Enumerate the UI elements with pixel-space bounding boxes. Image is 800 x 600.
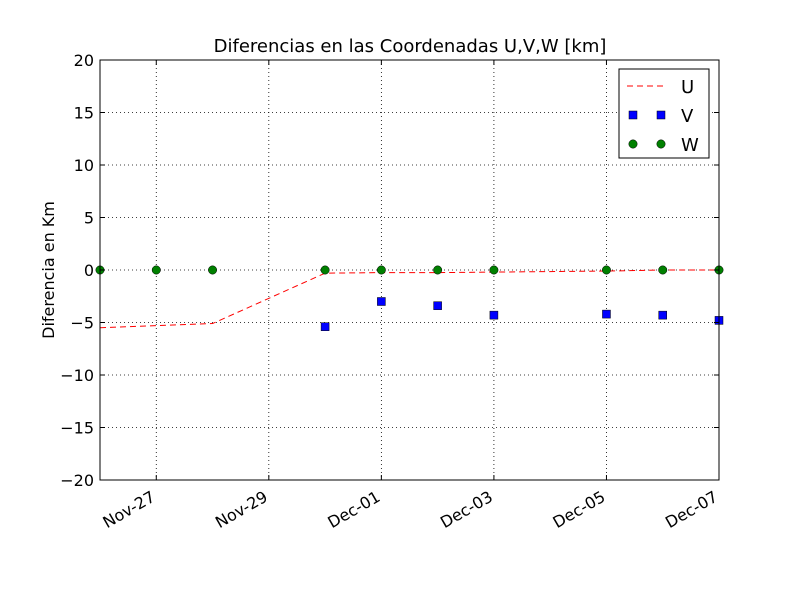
y-tick-label: 5 <box>84 209 94 228</box>
data-point <box>489 310 499 320</box>
legend-entry-v: V <box>628 106 694 127</box>
data-point <box>602 309 611 319</box>
y-tick-label: 20 <box>74 51 94 70</box>
legend-swatch <box>656 110 666 120</box>
y-tick-label: 10 <box>74 156 94 175</box>
y-tick-label: −20 <box>60 471 94 490</box>
y-tick-label: 15 <box>74 104 94 123</box>
y-tick-label: 0 <box>84 261 94 280</box>
series-v <box>320 297 724 331</box>
y-tick-label: −15 <box>60 419 94 438</box>
legend-label: V <box>681 106 694 127</box>
y-axis-label: Diferencia en Km <box>39 201 58 339</box>
legend-label: W <box>681 135 699 156</box>
series-u <box>99 269 719 329</box>
legend-entry-w: W <box>628 135 699 156</box>
data-point <box>208 265 217 275</box>
series-w <box>95 265 724 275</box>
y-tick-label: −5 <box>70 314 94 333</box>
legend-swatch <box>628 139 638 149</box>
data-point <box>602 265 611 275</box>
legend-swatch <box>628 110 638 120</box>
series-line <box>99 269 719 329</box>
data-point <box>376 265 386 275</box>
data-point <box>658 265 668 275</box>
data-point <box>320 322 330 331</box>
data-point <box>658 310 667 320</box>
data-point <box>433 265 443 275</box>
legend-entry-u: U <box>627 77 694 98</box>
data-point <box>320 265 330 275</box>
data-point <box>151 265 161 275</box>
series-layer <box>95 265 724 331</box>
data-point <box>433 301 442 310</box>
legend-label: U <box>681 77 694 98</box>
y-tick-label: −10 <box>60 366 94 385</box>
chart-title: Diferencias en las Coordenadas U,V,W [km… <box>214 36 607 57</box>
legend-swatch <box>656 139 666 149</box>
data-point <box>489 265 499 275</box>
data-point <box>377 297 386 306</box>
legend: UVW <box>618 68 710 159</box>
